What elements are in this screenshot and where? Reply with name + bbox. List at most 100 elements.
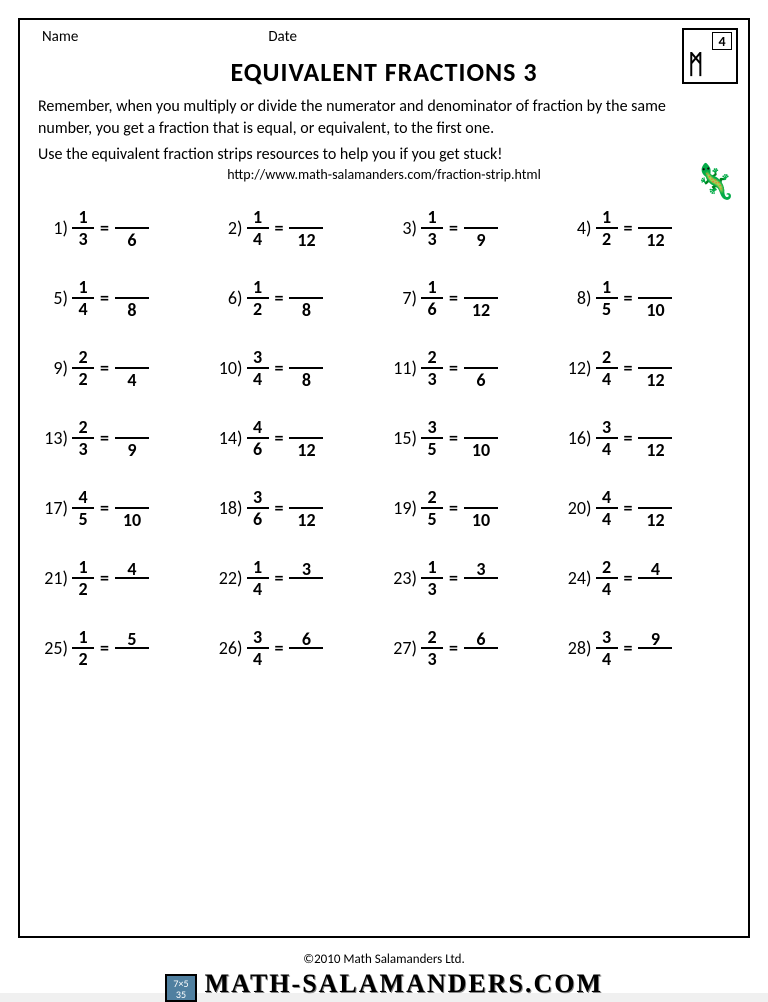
salamander-icon: ᛗ	[688, 48, 704, 80]
equals-sign: =	[100, 217, 109, 239]
answer-denominator[interactable]	[464, 650, 498, 666]
answer-fraction[interactable]: 4	[115, 560, 149, 596]
answer-fraction[interactable]: 6	[289, 630, 323, 666]
answer-numerator[interactable]: 3	[289, 560, 323, 576]
answer-denominator[interactable]	[289, 580, 323, 596]
answer-numerator[interactable]	[289, 420, 323, 436]
answer-fraction[interactable]: 3	[289, 560, 323, 596]
answer-numerator[interactable]	[638, 280, 672, 296]
problem: 3)13=9	[387, 207, 556, 249]
answer-denominator[interactable]: 12	[638, 510, 672, 526]
answer-denominator[interactable]	[638, 580, 672, 596]
answer-numerator[interactable]	[464, 280, 498, 296]
answer-denominator[interactable]	[289, 650, 323, 666]
answer-numerator[interactable]	[115, 210, 149, 226]
answer-denominator[interactable]: 10	[464, 510, 498, 526]
answer-fraction[interactable]: 12	[638, 350, 672, 386]
problem-number: 19)	[387, 497, 417, 519]
answer-fraction[interactable]: 4	[115, 350, 149, 386]
answer-denominator[interactable]	[115, 650, 149, 666]
answer-denominator[interactable]: 6	[115, 230, 149, 246]
answer-denominator[interactable]	[464, 580, 498, 596]
answer-denominator[interactable]: 12	[289, 510, 323, 526]
problem: 20)44=12	[562, 487, 731, 529]
answer-numerator[interactable]: 3	[464, 560, 498, 576]
fraction-bar	[638, 647, 672, 649]
answer-denominator[interactable]: 6	[464, 370, 498, 386]
answer-denominator[interactable]: 9	[115, 440, 149, 456]
answer-numerator[interactable]: 4	[638, 560, 672, 576]
answer-denominator[interactable]: 8	[289, 370, 323, 386]
answer-fraction[interactable]: 12	[638, 210, 672, 246]
page-footer: ©2010 Math Salamanders Ltd. 7×535 MATH-S…	[18, 952, 750, 1002]
problem-number: 14)	[213, 427, 243, 449]
answer-fraction[interactable]: 12	[289, 490, 323, 526]
answer-numerator[interactable]: 4	[115, 560, 149, 576]
answer-fraction[interactable]: 8	[289, 280, 323, 316]
answer-fraction[interactable]: 8	[289, 350, 323, 386]
answer-numerator[interactable]	[638, 420, 672, 436]
answer-fraction[interactable]: 12	[638, 420, 672, 456]
answer-denominator[interactable]: 10	[115, 510, 149, 526]
answer-denominator[interactable]: 10	[638, 300, 672, 316]
answer-fraction[interactable]: 9	[464, 210, 498, 246]
answer-fraction[interactable]: 12	[289, 210, 323, 246]
answer-numerator[interactable]	[289, 350, 323, 366]
answer-numerator[interactable]	[638, 490, 672, 506]
answer-numerator[interactable]	[464, 490, 498, 506]
problem: 17)45=10	[38, 487, 207, 529]
answer-denominator[interactable]: 8	[115, 300, 149, 316]
answer-fraction[interactable]: 10	[464, 420, 498, 456]
answer-denominator[interactable]: 8	[289, 300, 323, 316]
answer-fraction[interactable]: 10	[638, 280, 672, 316]
problem-number: 28)	[562, 637, 592, 659]
answer-fraction[interactable]: 10	[464, 490, 498, 526]
answer-denominator[interactable]	[638, 650, 672, 666]
given-fraction: 13	[72, 207, 94, 249]
answer-numerator[interactable]: 6	[289, 630, 323, 646]
answer-fraction[interactable]: 3	[464, 560, 498, 596]
answer-numerator[interactable]	[289, 280, 323, 296]
answer-fraction[interactable]: 6	[464, 350, 498, 386]
answer-numerator[interactable]	[638, 210, 672, 226]
answer-denominator[interactable]: 12	[638, 440, 672, 456]
answer-numerator[interactable]	[464, 210, 498, 226]
answer-fraction[interactable]: 10	[115, 490, 149, 526]
answer-denominator[interactable]: 12	[289, 440, 323, 456]
answer-fraction[interactable]: 6	[464, 630, 498, 666]
answer-fraction[interactable]: 5	[115, 630, 149, 666]
answer-numerator[interactable]: 9	[638, 630, 672, 646]
answer-numerator[interactable]	[115, 350, 149, 366]
answer-fraction[interactable]: 6	[115, 210, 149, 246]
answer-numerator[interactable]	[638, 350, 672, 366]
answer-denominator[interactable]: 12	[464, 300, 498, 316]
answer-fraction[interactable]: 9	[115, 420, 149, 456]
fraction-bar	[115, 647, 149, 649]
answer-fraction[interactable]: 9	[638, 630, 672, 666]
answer-numerator[interactable]	[464, 420, 498, 436]
given-fraction: 46	[247, 417, 269, 459]
answer-numerator[interactable]	[115, 280, 149, 296]
answer-fraction[interactable]: 8	[115, 280, 149, 316]
answer-fraction[interactable]: 4	[638, 560, 672, 596]
answer-fraction[interactable]: 12	[464, 280, 498, 316]
answer-numerator[interactable]: 6	[464, 630, 498, 646]
answer-denominator[interactable]: 4	[115, 370, 149, 386]
given-fraction: 44	[596, 487, 618, 529]
answer-numerator[interactable]	[289, 490, 323, 506]
answer-fraction[interactable]: 12	[638, 490, 672, 526]
answer-denominator[interactable]: 12	[638, 230, 672, 246]
answer-denominator[interactable]: 12	[289, 230, 323, 246]
answer-numerator[interactable]	[289, 210, 323, 226]
answer-denominator[interactable]: 12	[638, 370, 672, 386]
problem: 15)35=10	[387, 417, 556, 459]
answer-denominator[interactable]: 10	[464, 440, 498, 456]
answer-denominator[interactable]: 9	[464, 230, 498, 246]
answer-numerator[interactable]	[115, 490, 149, 506]
answer-denominator[interactable]	[115, 580, 149, 596]
answer-numerator[interactable]	[115, 420, 149, 436]
answer-numerator[interactable]: 5	[115, 630, 149, 646]
answer-fraction[interactable]: 12	[289, 420, 323, 456]
answer-numerator[interactable]	[464, 350, 498, 366]
given-fraction: 34	[596, 627, 618, 669]
